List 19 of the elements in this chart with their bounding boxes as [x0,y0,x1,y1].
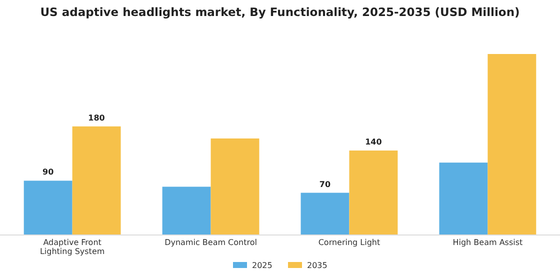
data-label: 180 [88,113,106,122]
data-label: 70 [319,180,331,189]
bar [349,150,398,235]
x-tick-label: Adaptive Front Lighting System [40,238,105,256]
bar [300,192,350,235]
x-tick-label: High Beam Assist [452,238,523,248]
bar [72,126,121,235]
bar [439,162,488,235]
legend-label: 2025 [252,261,272,270]
data-label: 140 [365,138,382,147]
bar [162,186,211,235]
bar [210,138,260,235]
legend-label: 2035 [307,261,328,270]
bar [24,180,72,235]
bar [488,54,536,235]
data-label: 90 [42,168,54,177]
x-tick-label: Cornering Light [318,238,380,248]
x-tick-label: Dynamic Beam Control [164,238,257,248]
chart-title: US adaptive headlights market, By Functionality, 2025-2035 (USD Million) [40,5,520,19]
